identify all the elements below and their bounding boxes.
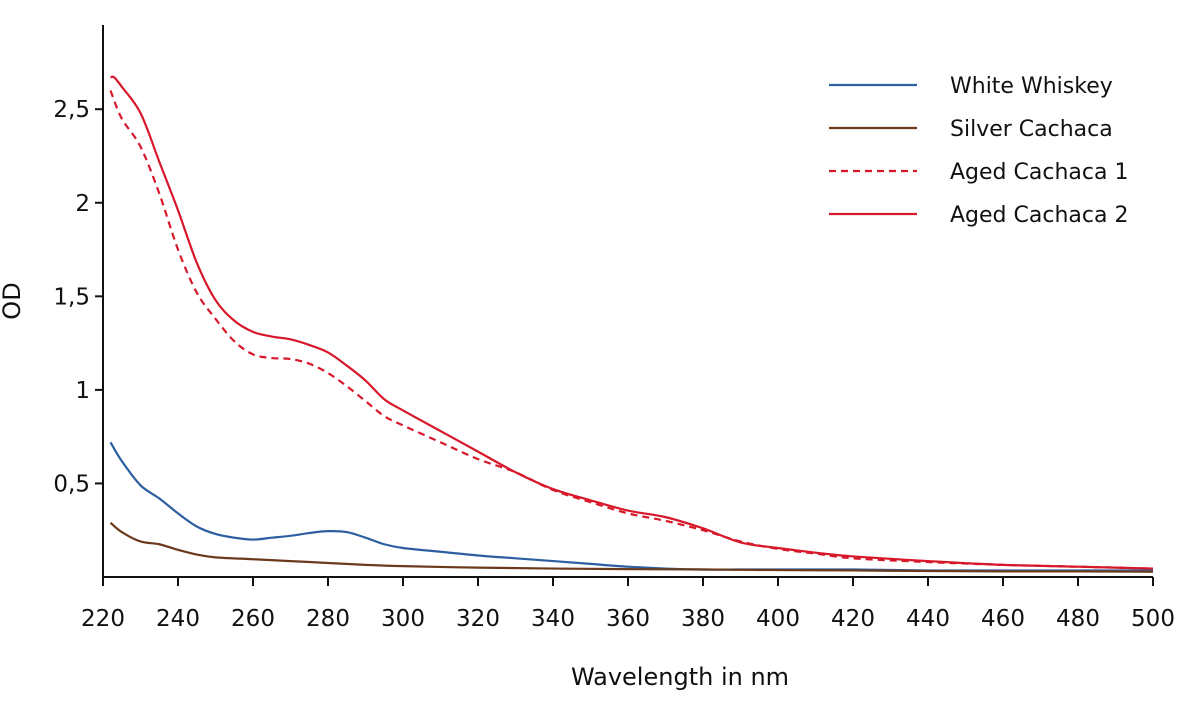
x-tick-label: 420 <box>831 606 875 632</box>
x-tick-label: 220 <box>81 606 125 632</box>
y-ticks-group: 0,5 1 1,5 2 2,5 <box>53 97 103 497</box>
x-tick-label: 280 <box>306 606 350 632</box>
x-tick-label: 240 <box>156 606 200 632</box>
y-tick-label: 2 <box>75 191 90 217</box>
legend-label-white-whiskey: White Whiskey <box>950 74 1113 99</box>
x-axis-title: Wavelength in nm <box>571 663 789 691</box>
x-tick-label: 260 <box>231 606 275 632</box>
y-tick-label: 1 <box>75 378 90 404</box>
legend: White Whiskey Silver Cachaca Aged Cachaca … <box>829 74 1128 228</box>
series-line-aged-cachaca-1 <box>109 90 1154 570</box>
x-ticks-group: 220 240 260 280 300 320 340 360 380 400 420 440 460 4… <box>81 577 1175 632</box>
x-tick-label: 300 <box>381 606 425 632</box>
legend-label-aged-cachaca-1: Aged Cachaca 1 <box>950 160 1128 185</box>
x-tick-label: 320 <box>456 606 500 632</box>
legend-label-silver-cachaca: Silver Cachaca <box>950 117 1113 142</box>
y-tick-label: 2,5 <box>53 97 90 123</box>
y-axis-title: OD <box>0 282 26 319</box>
x-tick-label: 500 <box>1131 606 1175 632</box>
legend-label-aged-cachaca-2: Aged Cachaca 2 <box>950 203 1128 228</box>
series-line-aged-cachaca-2 <box>110 75 1154 570</box>
x-tick-label: 380 <box>681 606 725 632</box>
x-tick-label: 360 <box>606 606 650 632</box>
x-tick-label: 460 <box>981 606 1025 632</box>
y-tick-label: 1,5 <box>53 284 90 310</box>
x-tick-label: 340 <box>531 606 575 632</box>
y-tick-label: 0,5 <box>53 471 90 497</box>
series-line-silver-cachaca <box>109 521 1154 573</box>
x-tick-label: 440 <box>906 606 950 632</box>
x-tick-label: 480 <box>1056 606 1100 632</box>
x-tick-label: 400 <box>756 606 800 632</box>
plot-series-group <box>109 75 1154 573</box>
series-line-white-whiskey <box>109 441 1153 572</box>
axes-group <box>102 25 1153 578</box>
